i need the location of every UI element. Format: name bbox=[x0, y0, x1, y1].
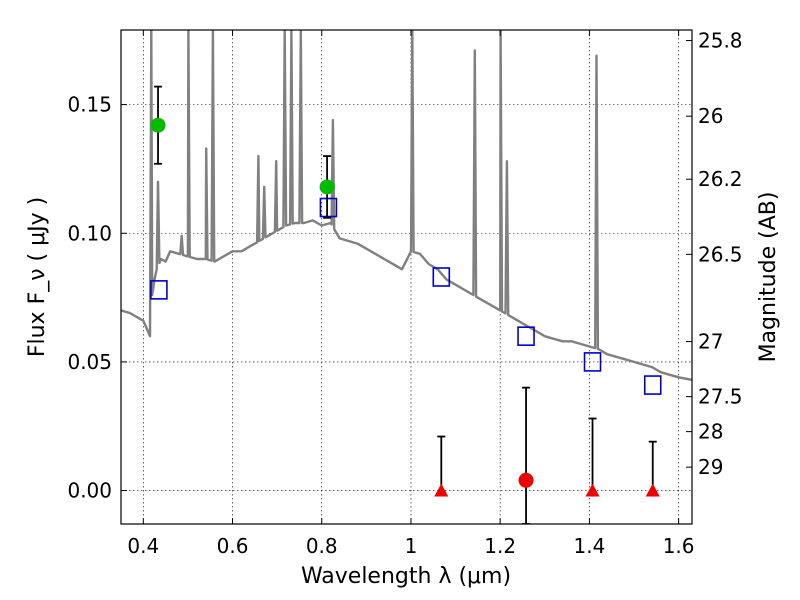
x-tick-label: 1.4 bbox=[573, 534, 605, 558]
x-tick-label: 1.6 bbox=[663, 534, 695, 558]
grid-layer bbox=[121, 30, 692, 524]
detection-point bbox=[150, 117, 166, 133]
y2-tick-label: 27.5 bbox=[698, 385, 743, 409]
upper-limit-marker bbox=[585, 483, 600, 497]
y-tick-label: 0.10 bbox=[67, 221, 112, 245]
y2-tick-label: 26 bbox=[698, 104, 723, 128]
y2-tick-label: 29 bbox=[698, 455, 723, 479]
spectrum-layer bbox=[121, 30, 692, 382]
model-point bbox=[517, 326, 535, 346]
x-tick-label: 0.6 bbox=[217, 534, 249, 558]
upper-limit-marker bbox=[434, 483, 449, 497]
y2-axis-label: Magnitude (AB) bbox=[756, 192, 781, 363]
x-tick-label: 0.8 bbox=[306, 534, 338, 558]
y2-tick-label: 28 bbox=[698, 420, 723, 444]
x-axis-label: Wavelength λ (μm) bbox=[301, 564, 511, 589]
y-tick-label: 0.15 bbox=[67, 93, 112, 117]
y-axis-label: Flux F_ν ( μJy ) bbox=[25, 197, 50, 357]
model-point bbox=[150, 280, 168, 300]
model-point bbox=[643, 375, 662, 395]
spectrum-line bbox=[121, 30, 692, 382]
model-point bbox=[319, 197, 338, 218]
plot-frame bbox=[120, 29, 693, 525]
y2-tick-label: 25.8 bbox=[698, 29, 743, 53]
upper-limit-marker bbox=[645, 483, 660, 497]
x-tick-label: 1 bbox=[405, 534, 418, 558]
model-point bbox=[583, 352, 602, 372]
tick-layer: 0.4 0.6 0.8 1 1.2 1.4 1.6 0.00 0.05 0.10 0.15 25.8 2… bbox=[67, 29, 742, 558]
nondetection-point bbox=[518, 472, 534, 488]
detection-point bbox=[319, 179, 335, 195]
y-tick-label: 0.05 bbox=[67, 350, 112, 374]
marker-layer bbox=[150, 85, 662, 524]
y2-tick-label: 26.2 bbox=[698, 167, 743, 191]
model-point bbox=[432, 267, 451, 287]
x-tick-label: 0.4 bbox=[127, 534, 159, 558]
y2-tick-label: 26.5 bbox=[698, 242, 743, 266]
y-tick-label: 0.00 bbox=[67, 479, 112, 503]
x-tick-label: 1.2 bbox=[484, 534, 516, 558]
plot-area bbox=[121, 30, 692, 524]
y2-tick-label: 27 bbox=[698, 330, 723, 354]
